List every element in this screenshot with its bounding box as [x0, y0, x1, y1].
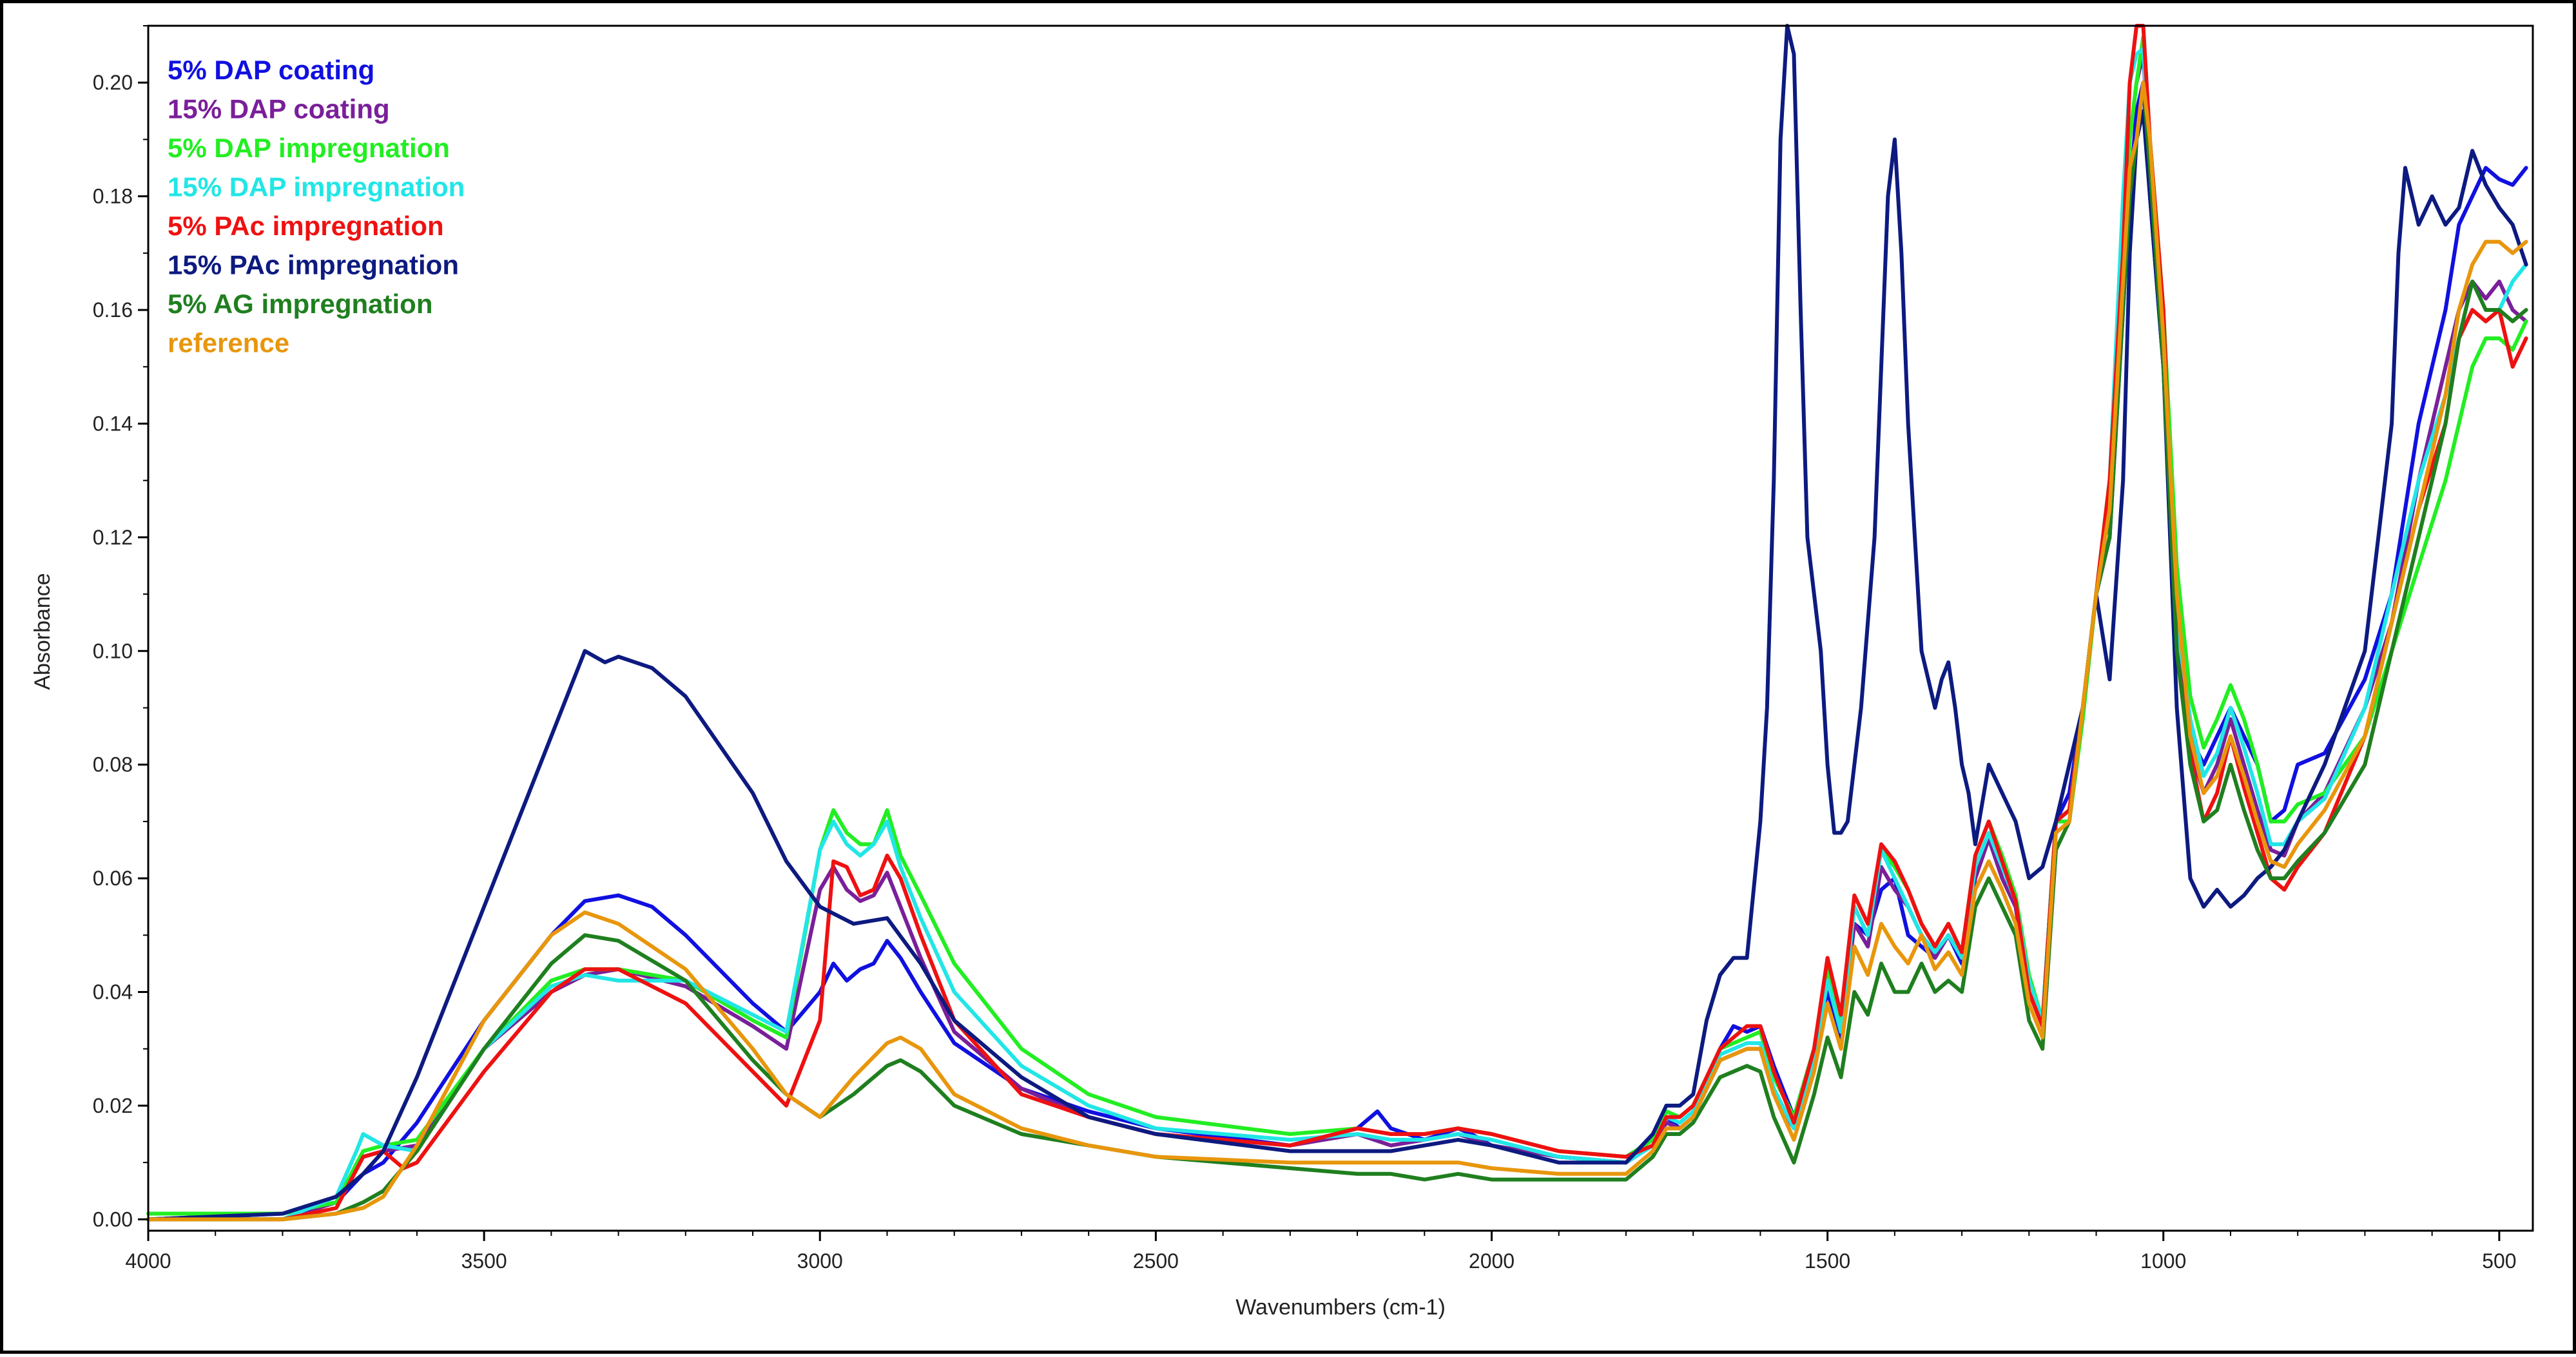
- x-tick-label: 4000: [125, 1249, 171, 1273]
- y-tick-label: 0.10: [93, 639, 133, 662]
- legend-entry-6: 15% PAc impregnation: [168, 250, 459, 280]
- x-tick-label: 1000: [2140, 1249, 2186, 1273]
- legend-entry-2: 15% DAP coating: [168, 94, 390, 124]
- x-tick-label: 2000: [1469, 1249, 1515, 1273]
- x-tick-label: 3500: [461, 1249, 507, 1273]
- series-line-8: [146, 81, 2528, 1222]
- legend-entry-1: 5% DAP coating: [168, 55, 374, 85]
- x-tick-label: 2500: [1133, 1249, 1179, 1273]
- y-tick-label: 0.00: [93, 1208, 133, 1231]
- x-tick-label: 3000: [797, 1249, 843, 1273]
- y-axis-title: Absorbance: [30, 573, 55, 689]
- legend-entry-3: 5% DAP impregnation: [168, 133, 450, 163]
- y-tick-label: 0.16: [93, 298, 133, 322]
- y-tick-label: 0.14: [93, 412, 133, 435]
- series-line-2: [146, 52, 2528, 1222]
- legend-entry-8: reference: [168, 328, 289, 358]
- legend-entry-5: 5% PAc impregnation: [168, 211, 444, 241]
- y-tick-label: 0.04: [93, 981, 133, 1004]
- x-tick-label: 500: [2482, 1249, 2516, 1273]
- series-line-7: [146, 81, 2528, 1222]
- legend: 5% DAP coating 15% DAP coating 5% DAP impr…: [168, 55, 465, 358]
- ticks-layer: 4000 3500 3000 2500 2000 1500 1000 500 0.00 0.02 0…: [93, 25, 2517, 1273]
- series-line-3: [146, 35, 2528, 1216]
- x-tick-label: 1500: [1805, 1249, 1850, 1273]
- y-tick-label: 0.02: [93, 1094, 133, 1117]
- y-tick-label: 0.20: [93, 71, 133, 94]
- y-tick-label: 0.18: [93, 185, 133, 208]
- y-tick-label: 0.08: [93, 753, 133, 776]
- series-line-6: [146, 24, 2528, 1222]
- series-line-4: [146, 46, 2528, 1222]
- series-layer: [146, 24, 2528, 1222]
- series-line-5: [146, 24, 2528, 1222]
- spectrum-chart: 4000 3500 3000 2500 2000 1500 1000 500 0.00 0.02 0…: [30, 24, 2534, 1320]
- x-axis-title: Wavenumbers (cm-1): [1235, 1295, 1446, 1320]
- plot-area-border: [147, 24, 2534, 1232]
- y-tick-label: 0.06: [93, 867, 133, 890]
- axes-layer: [147, 24, 2534, 1232]
- legend-entry-4: 15% DAP impregnation: [168, 172, 465, 202]
- y-tick-label: 0.12: [93, 526, 133, 549]
- legend-entry-7: 5% AG impregnation: [168, 289, 433, 319]
